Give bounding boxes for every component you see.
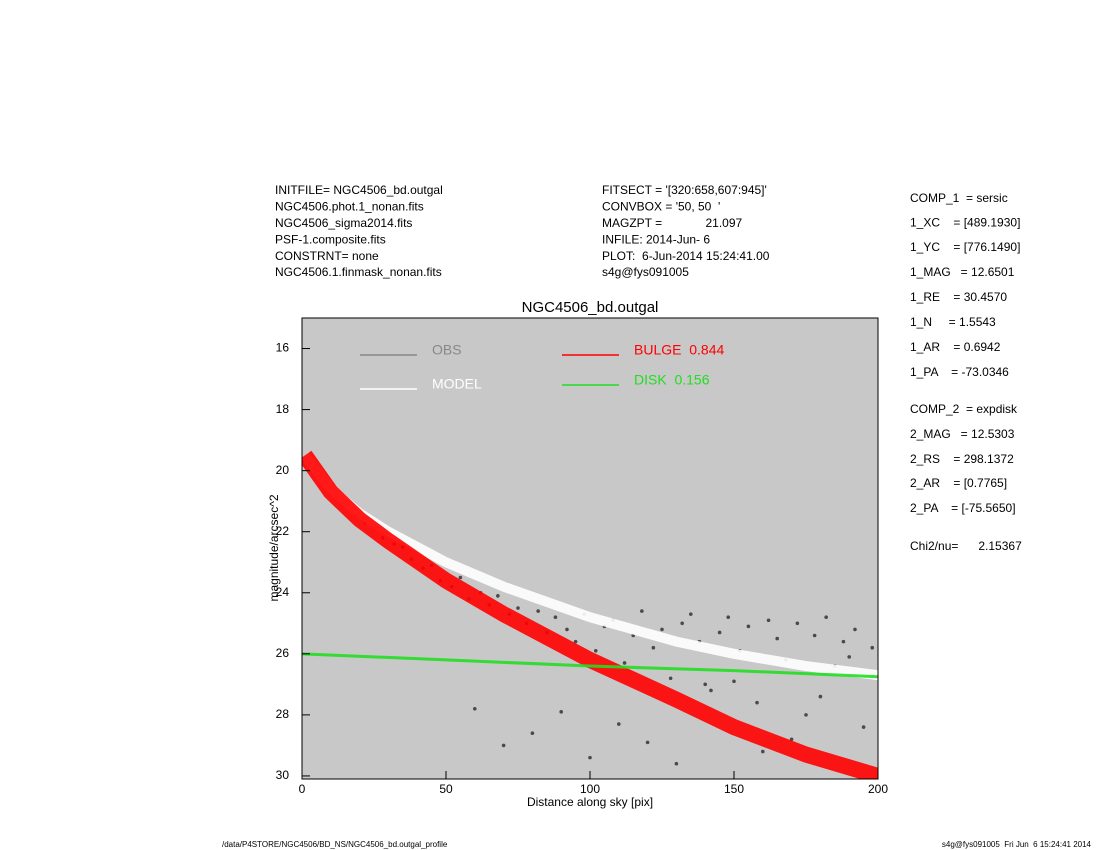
- footer-path: /data/P4STORE/NGC4506/BD_NS/NGC4506_bd.o…: [222, 840, 448, 849]
- obs-point: [709, 688, 713, 693]
- obs-point: [674, 761, 679, 766]
- x-tick-label: 0: [299, 782, 306, 796]
- obs-point: [717, 630, 722, 635]
- header-left-line: NGC4506_sigma2014.fits: [275, 216, 412, 230]
- obs-point: [870, 645, 875, 650]
- obs-point: [573, 639, 578, 644]
- chart-title: NGC4506_bd.outgal: [522, 299, 659, 316]
- header-left-line: NGC4506.phot.1_nonan.fits: [275, 200, 424, 214]
- obs-point: [458, 575, 463, 580]
- obs-point: [804, 713, 808, 717]
- header-left-line: INITFILE= NGC4506_bd.outgal: [275, 183, 443, 197]
- obs-point: [536, 609, 540, 613]
- obs-point: [766, 618, 771, 623]
- obs-point: [593, 648, 598, 653]
- fit-parameter: 1_MAG = 12.6501: [910, 265, 1015, 279]
- profile-line: [302, 450, 878, 779]
- header-left-line: PSF-1.composite.fits: [275, 232, 386, 246]
- x-tick-label: 50: [439, 782, 453, 796]
- fit-parameter: 1_RE = 30.4570: [910, 290, 1007, 304]
- obs-point: [622, 661, 627, 665]
- fit-parameter: Chi2/nu= 2.15367: [910, 539, 1022, 553]
- y-tick-label: 28: [276, 707, 290, 721]
- legend-label: OBS: [432, 342, 462, 358]
- fit-parameter: 2_PA = [-75.5650]: [910, 501, 1016, 515]
- profile-line: [302, 652, 878, 679]
- obs-point: [651, 645, 656, 650]
- obs-point: [812, 633, 817, 638]
- x-tick-label: 100: [580, 782, 600, 796]
- fit-parameter: 1_YC = [776.1490]: [910, 240, 1020, 254]
- obs-point: [565, 627, 569, 632]
- footer-stamp: s4g@fys091005 Fri Jun 6 15:24:41 2014: [942, 840, 1092, 849]
- x-axis-label: Distance along sky [pix]: [527, 795, 653, 809]
- legend-label: MODEL: [432, 376, 482, 392]
- obs-point: [516, 606, 520, 610]
- obs-point: [473, 706, 477, 711]
- legend-label: BULGE 0.844: [634, 342, 724, 358]
- header-left-line: CONSTRNT= none: [275, 249, 379, 263]
- plot-marks: [302, 450, 878, 779]
- fit-parameter: COMP_2 = expdisk: [910, 402, 1018, 416]
- header-middle-line: FITSECT = '[320:658,607:945]': [602, 183, 767, 197]
- fit-parameter: COMP_1 = sersic: [910, 191, 1008, 205]
- obs-point: [853, 627, 857, 632]
- fit-parameter: 2_MAG = 12.5303: [910, 427, 1015, 441]
- obs-point: [617, 722, 621, 726]
- obs-point: [755, 700, 759, 705]
- fit-parameter: 1_N = 1.5543: [910, 315, 996, 329]
- obs-point: [795, 621, 800, 626]
- header-middle-line: PLOT: 6-Jun-2014 15:24:41.00: [602, 249, 770, 263]
- y-tick-label: 30: [276, 768, 290, 782]
- fit-parameter: 1_PA = -73.0346: [910, 365, 1009, 379]
- y-tick-label: 22: [276, 524, 290, 538]
- obs-point: [861, 725, 866, 729]
- obs-point: [496, 594, 500, 598]
- header-middle-line: INFILE: 2014-Jun- 6: [602, 232, 710, 246]
- header-middle-line: CONVBOX = '50, 50 ': [602, 200, 720, 214]
- obs-point: [640, 609, 644, 613]
- obs-point: [559, 710, 563, 714]
- legend-label: DISK 0.156: [634, 372, 710, 388]
- obs-point: [703, 682, 707, 687]
- x-tick-label: 150: [724, 782, 744, 796]
- obs-point: [746, 624, 751, 629]
- fit-parameter: 2_RS = 298.1372: [910, 452, 1014, 466]
- obs-point: [588, 755, 592, 760]
- fit-parameter: 2_AR = [0.7765]: [910, 476, 1007, 490]
- y-tick-label: 26: [276, 646, 290, 660]
- y-tick-label: 20: [276, 463, 290, 477]
- obs-point: [660, 627, 664, 632]
- header-middle-line: s4g@fys091005: [602, 265, 689, 279]
- x-tick-label: 200: [868, 782, 888, 796]
- obs-point: [668, 676, 673, 681]
- obs-point: [775, 636, 779, 641]
- obs-point: [680, 621, 684, 626]
- fit-parameter: 1_XC = [489.1930]: [910, 216, 1020, 230]
- obs-point: [761, 749, 765, 754]
- obs-point: [824, 615, 828, 619]
- obs-point: [501, 743, 506, 748]
- fit-parameter: 1_AR = 0.6942: [910, 340, 1001, 354]
- header-left-line: NGC4506.1.finmask_nonan.fits: [275, 265, 442, 279]
- y-tick-label: 24: [276, 585, 290, 599]
- y-tick-label: 16: [276, 341, 290, 355]
- obs-point: [732, 679, 736, 684]
- obs-point: [645, 740, 650, 745]
- y-tick-label: 18: [276, 402, 290, 416]
- y-axis-label: magnitude/arcsec^2: [267, 494, 281, 601]
- obs-point: [553, 615, 558, 619]
- obs-point: [847, 655, 851, 659]
- header-middle-line: MAGZPT = 21.097: [602, 216, 742, 230]
- obs-point: [689, 612, 693, 616]
- obs-point: [818, 694, 823, 699]
- obs-point: [841, 639, 846, 644]
- obs-point: [726, 615, 731, 619]
- obs-point: [530, 731, 535, 736]
